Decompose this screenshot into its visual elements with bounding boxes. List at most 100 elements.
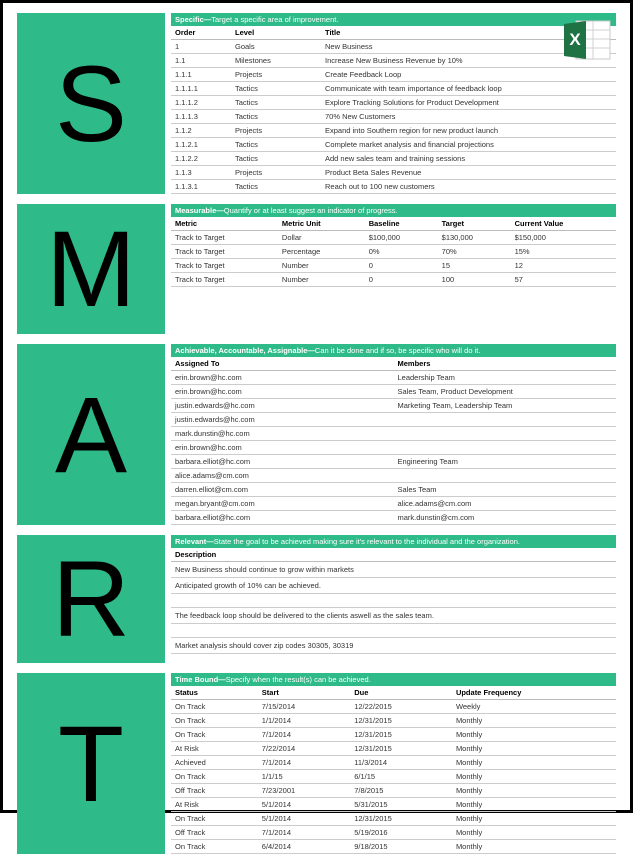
header-bold: Relevant— (175, 537, 214, 546)
table-cell: Monthly (452, 742, 616, 756)
table-row: justin.edwards@hc.com (171, 413, 616, 427)
table-cell: 1.1.1.2 (171, 96, 231, 110)
table-cell: Expand into Southern region for new prod… (321, 124, 616, 138)
table-cell: On Track (171, 812, 258, 826)
table-cell: Engineering Team (394, 455, 617, 469)
header-timebound: Time Bound—Specify when the result(s) ca… (171, 673, 616, 686)
header-relevant: Relevant—State the goal to be achieved m… (171, 535, 616, 548)
table-cell: 5/19/2016 (350, 826, 452, 840)
table-cell: Sales Team, Product Development (394, 385, 617, 399)
table-row: erin.brown@hc.comSales Team, Product Dev… (171, 385, 616, 399)
description-cell (171, 594, 616, 608)
table-row: 1.1.1ProjectsCreate Feedback Loop (171, 68, 616, 82)
table-cell: 1.1.2.2 (171, 152, 231, 166)
table-cell: Product Beta Sales Revenue (321, 166, 616, 180)
table-row: Track to TargetPercentage0%70%15% (171, 245, 616, 259)
table-cell: At Risk (171, 798, 258, 812)
table-row: megan.bryant@cm.comalice.adams@cm.com (171, 497, 616, 511)
table-cell: mark.dunstin@hc.com (171, 427, 394, 441)
table-cell: 7/22/2014 (258, 742, 350, 756)
table-row: On Track1/1/201412/31/2015Monthly (171, 714, 616, 728)
table-row: Anticipated growth of 10% can be achieve… (171, 578, 616, 594)
section-measurable: M Measurable—Quantify or at least sugges… (17, 204, 616, 334)
column-header: Assigned To (171, 357, 394, 371)
table-cell: Off Track (171, 826, 258, 840)
table-row: Track to TargetNumber01512 (171, 259, 616, 273)
table-cell: Monthly (452, 770, 616, 784)
table-cell: Tactics (231, 152, 321, 166)
table-row: Market analysis should cover zip codes 3… (171, 638, 616, 654)
section-relevant: R Relevant—State the goal to be achieved… (17, 535, 616, 663)
table-cell: 11/3/2014 (350, 756, 452, 770)
table-cell: 1/1/15 (258, 770, 350, 784)
table-cell: Tactics (231, 96, 321, 110)
table-row: 1.1.3.1TacticsReach out to 100 new custo… (171, 180, 616, 194)
table-cell: 1.1.2 (171, 124, 231, 138)
section-timebound: T Time Bound—Specify when the result(s) … (17, 673, 616, 854)
table-row: 1.1.1.2TacticsExplore Tracking Solutions… (171, 96, 616, 110)
table-cell: justin.edwards@hc.com (171, 413, 394, 427)
table-cell: Track to Target (171, 245, 278, 259)
table-cell: 1.1.2.1 (171, 138, 231, 152)
header-measurable: Measurable—Quantify or at least suggest … (171, 204, 616, 217)
letter-col-t: T (17, 673, 165, 854)
table-cell: 1.1.1.1 (171, 82, 231, 96)
table-row: alice.adams@cm.com (171, 469, 616, 483)
table-row: Track to TargetDollar$100,000$130,000$15… (171, 231, 616, 245)
table-cell: On Track (171, 770, 258, 784)
table-cell: 6/4/2014 (258, 840, 350, 854)
description-cell: Anticipated growth of 10% can be achieve… (171, 578, 616, 594)
table-row: 1.1.2.1TacticsComplete market analysis a… (171, 138, 616, 152)
table-cell: Monthly (452, 728, 616, 742)
table-cell: Off Track (171, 784, 258, 798)
table-row: 1.1.1.1TacticsCommunicate with team impo… (171, 82, 616, 96)
table-cell: Monthly (452, 714, 616, 728)
table-cell: Monthly (452, 826, 616, 840)
header-sub: Target a specific area of improvement. (211, 15, 338, 24)
header-achievable: Achievable, Accountable, Assignable—Can … (171, 344, 616, 357)
header-sub: Specify when the result(s) can be achiev… (226, 675, 371, 684)
table-specific: OrderLevelTitle 1GoalsNew Business1.1Mil… (171, 26, 616, 194)
table-cell: On Track (171, 714, 258, 728)
letter-a: A (55, 381, 127, 489)
table-cell: erin.brown@hc.com (171, 385, 394, 399)
table-cell: On Track (171, 700, 258, 714)
table-cell (394, 469, 617, 483)
table-cell: On Track (171, 840, 258, 854)
column-header: Members (394, 357, 617, 371)
table-cell: 1/1/2014 (258, 714, 350, 728)
table-row: At Risk5/1/20145/31/2015Monthly (171, 798, 616, 812)
table-cell: Leadership Team (394, 371, 617, 385)
description-cell (171, 624, 616, 638)
table-row: mark.dunstin@hc.com (171, 427, 616, 441)
table-cell: Marketing Team, Leadership Team (394, 399, 617, 413)
table-cell: $100,000 (365, 231, 438, 245)
letter-col-r: R (17, 535, 165, 663)
description-cell: Market analysis should cover zip codes 3… (171, 638, 616, 654)
letter-t: T (58, 710, 124, 818)
table-cell: Reach out to 100 new customers (321, 180, 616, 194)
table-cell: Track to Target (171, 273, 278, 287)
table-cell: 7/15/2014 (258, 700, 350, 714)
table-cell: Projects (231, 166, 321, 180)
header-sub: State the goal to be achieved making sur… (214, 537, 520, 546)
table-row: darren.elliot@cm.comSales Team (171, 483, 616, 497)
table-cell: Milestones (231, 54, 321, 68)
table-timebound: StatusStartDueUpdate Frequency On Track7… (171, 686, 616, 854)
column-header: Baseline (365, 217, 438, 231)
table-cell: Monthly (452, 798, 616, 812)
table-row: Off Track7/23/20017/8/2015Monthly (171, 784, 616, 798)
table-cell: barbara.elliot@hc.com (171, 455, 394, 469)
table-cell: 1.1 (171, 54, 231, 68)
table-row: Achieved7/1/201411/3/2014Monthly (171, 756, 616, 770)
table-cell: 7/1/2014 (258, 756, 350, 770)
table-cell: 12/31/2015 (350, 728, 452, 742)
letter-col-s: S (17, 13, 165, 194)
table-cell: 9/18/2015 (350, 840, 452, 854)
table-cell: Dollar (278, 231, 365, 245)
table-row: On Track6/4/20149/18/2015Monthly (171, 840, 616, 854)
table-cell: On Track (171, 728, 258, 742)
table-cell: barbara.elliot@hc.com (171, 511, 394, 525)
table-row: 1.1MilestonesIncrease New Business Reven… (171, 54, 616, 68)
table-cell: 57 (511, 273, 616, 287)
